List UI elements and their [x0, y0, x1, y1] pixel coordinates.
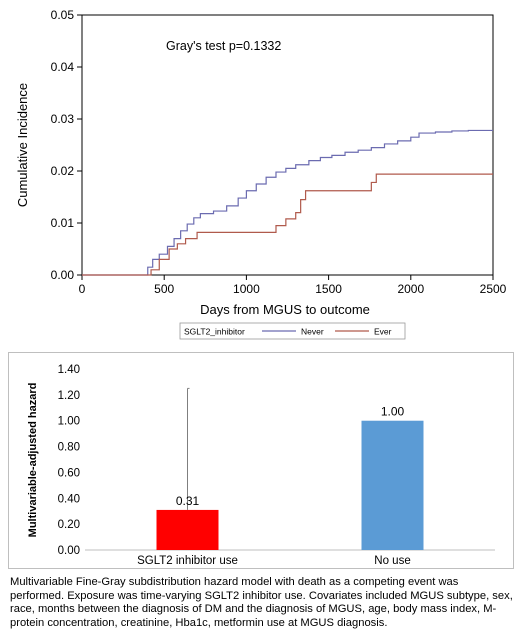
top-x-axis-label: Days from MGUS to outcome — [200, 302, 370, 317]
bar-value-label: 1.00 — [381, 405, 405, 419]
bottom-y-tick-label: 0.20 — [58, 519, 80, 531]
hazard-bar-chart: 0.00 0.20 0.40 0.60 0.80 1.00 1.20 1.40 0.31 SGL… — [8, 352, 514, 569]
top-y-tick-label: 0.04 — [51, 60, 75, 74]
top-y-tick-label: 0.02 — [51, 164, 75, 178]
hazard-bar — [361, 420, 424, 550]
legend-label-ever: Ever — [374, 327, 392, 337]
bar-value-label: 0.31 — [176, 494, 200, 508]
bottom-y-tick-label: 1.00 — [58, 416, 80, 428]
top-y-tick-label: 0.05 — [51, 8, 75, 22]
figure-caption: Multivariable Fine-Gray subdistribution … — [10, 576, 513, 629]
top-x-tick-label: 2000 — [397, 282, 424, 296]
bottom-y-tick-label: 0.00 — [58, 545, 80, 557]
bottom-y-tick-label: 1.40 — [58, 364, 80, 376]
top-plot-frame — [81, 14, 494, 276]
legend-title: SGLT2_inhibitor — [184, 327, 245, 337]
legend-label-never: Never — [301, 327, 324, 337]
top-y-axis-label: Cumulative Incidence — [15, 83, 30, 207]
top-x-tick-label: 1000 — [233, 282, 260, 296]
top-x-tick-label: 500 — [154, 282, 174, 296]
top-x-tick-label: 0 — [79, 282, 86, 296]
series-line-never — [82, 129, 493, 276]
top-x-tick-label: 1500 — [315, 282, 342, 296]
grays-test-annotation: Gray's test p=0.1332 — [166, 39, 281, 53]
top-x-tick-label: 2500 — [480, 282, 507, 296]
bottom-y-tick-label: 0.40 — [58, 493, 80, 505]
bottom-y-tick-label: 0.80 — [58, 442, 80, 454]
bottom-y-tick-label: 0.60 — [58, 467, 80, 479]
bottom-chart-border — [8, 352, 514, 569]
cumulative-incidence-chart: 0.00 0.01 0.02 0.03 0.04 0.05 0 500 1000 1500 200… — [15, 8, 507, 340]
bottom-y-axis-label: Multivariable-adjusted hazard — [27, 383, 39, 538]
series-line-ever — [82, 173, 493, 276]
top-y-tick-label: 0.01 — [51, 216, 75, 230]
top-y-tick-label: 0.03 — [51, 112, 75, 126]
hazard-bar — [156, 509, 219, 550]
bar-category-label: No use — [374, 555, 410, 567]
bottom-y-tick-label: 1.20 — [58, 390, 80, 402]
top-y-tick-label: 0.00 — [51, 268, 75, 282]
top-legend: SGLT2_inhibitor Never Ever — [179, 322, 406, 340]
bar-category-label: SGLT2 inhibitor use — [137, 555, 238, 567]
